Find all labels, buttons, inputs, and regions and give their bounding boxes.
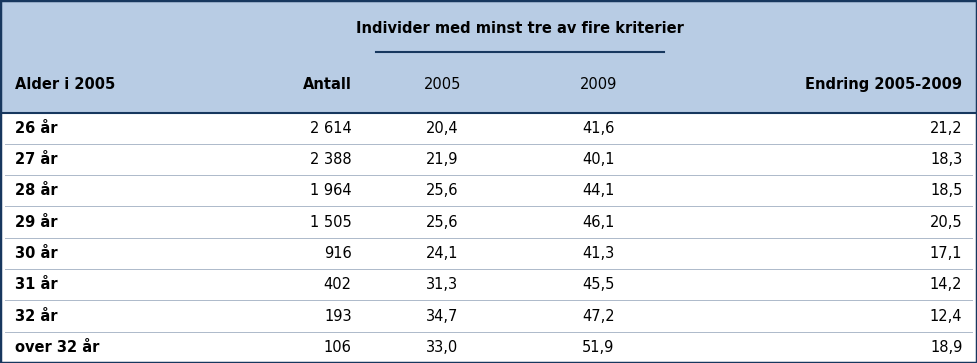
Text: 31,3: 31,3 (426, 277, 458, 292)
Text: 26 år: 26 år (15, 121, 58, 136)
Text: 20,4: 20,4 (426, 121, 458, 136)
Text: 33,0: 33,0 (426, 340, 458, 355)
Text: 34,7: 34,7 (426, 309, 458, 323)
Text: 2009: 2009 (579, 77, 617, 92)
Text: 30 år: 30 år (15, 246, 58, 261)
Text: 21,9: 21,9 (426, 152, 458, 167)
Text: 1 505: 1 505 (310, 215, 352, 230)
Text: 18,9: 18,9 (930, 340, 962, 355)
Text: 25,6: 25,6 (426, 215, 458, 230)
Text: 44,1: 44,1 (582, 183, 615, 198)
Text: 31 år: 31 år (15, 277, 58, 292)
Text: 40,1: 40,1 (582, 152, 615, 167)
Text: 21,2: 21,2 (930, 121, 962, 136)
Bar (0, 113, 977, 363)
Text: Alder i 2005: Alder i 2005 (15, 77, 115, 92)
Text: 402: 402 (323, 277, 352, 292)
Text: 41,3: 41,3 (582, 246, 615, 261)
Text: 41,6: 41,6 (582, 121, 615, 136)
Text: over 32 år: over 32 år (15, 340, 99, 355)
Text: 2 614: 2 614 (310, 121, 352, 136)
Text: 45,5: 45,5 (582, 277, 615, 292)
Text: Antall: Antall (303, 77, 352, 92)
Text: 51,9: 51,9 (582, 340, 615, 355)
Text: 46,1: 46,1 (582, 215, 615, 230)
Text: 24,1: 24,1 (426, 246, 458, 261)
Text: 2 388: 2 388 (310, 152, 352, 167)
Text: 17,1: 17,1 (930, 246, 962, 261)
Bar (0, 0, 977, 113)
Text: 27 år: 27 år (15, 152, 58, 167)
Text: 25,6: 25,6 (426, 183, 458, 198)
Text: 106: 106 (323, 340, 352, 355)
Text: 28 år: 28 år (15, 183, 58, 198)
Text: 29 år: 29 år (15, 215, 58, 230)
Text: 47,2: 47,2 (582, 309, 615, 323)
Text: 14,2: 14,2 (930, 277, 962, 292)
Text: 12,4: 12,4 (930, 309, 962, 323)
Text: 2005: 2005 (423, 77, 461, 92)
Text: Endring 2005-2009: Endring 2005-2009 (805, 77, 962, 92)
Text: 18,5: 18,5 (930, 183, 962, 198)
Text: 916: 916 (324, 246, 352, 261)
Text: 1 964: 1 964 (310, 183, 352, 198)
Text: 20,5: 20,5 (930, 215, 962, 230)
Text: Individer med minst tre av fire kriterier: Individer med minst tre av fire kriterie… (357, 21, 684, 36)
Text: 193: 193 (324, 309, 352, 323)
Text: 32 år: 32 år (15, 309, 58, 323)
Text: 18,3: 18,3 (930, 152, 962, 167)
